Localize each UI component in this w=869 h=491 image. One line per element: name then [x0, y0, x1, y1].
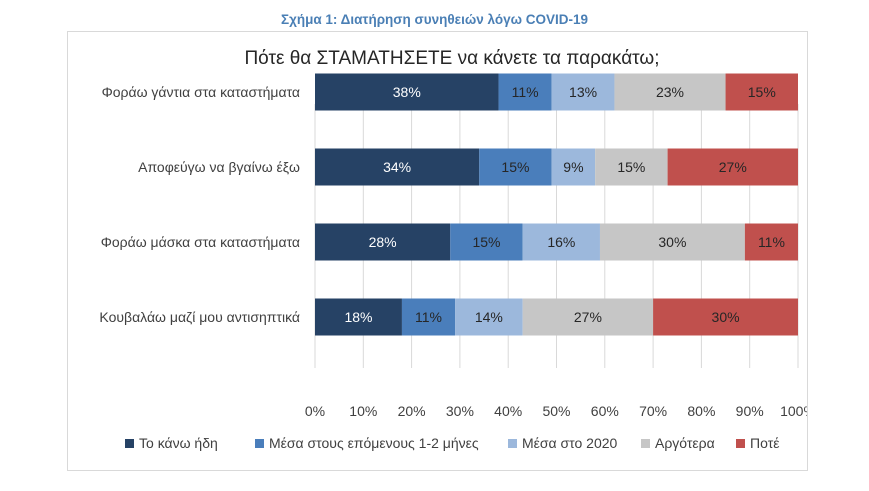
data-label: 15%: [748, 84, 776, 100]
x-tick-label: 20%: [398, 403, 426, 419]
chart-frame: Πότε θα ΣΤΑΜΑΤΗΣΕΤΕ να κάνετε τα παρακάτ…: [67, 31, 808, 471]
data-label: 23%: [656, 84, 684, 100]
x-tick-label: 50%: [542, 403, 570, 419]
bar-segment: [614, 73, 726, 111]
x-tick-label: 60%: [591, 403, 619, 419]
x-tick-label: 100%: [780, 403, 807, 419]
data-label: 27%: [574, 309, 602, 325]
bar-segment: [551, 148, 596, 186]
x-tick-label: 40%: [494, 403, 522, 419]
data-label: 15%: [617, 159, 645, 175]
legend-label: Ποτέ: [750, 435, 779, 451]
data-label: 15%: [472, 234, 500, 250]
bar-segment: [744, 223, 798, 261]
data-label: 16%: [547, 234, 575, 250]
x-tick-label: 90%: [736, 403, 764, 419]
legend-swatch: [736, 439, 745, 448]
x-tick-label: 30%: [446, 403, 474, 419]
bar-segment: [667, 148, 798, 186]
bar-segment: [498, 73, 552, 111]
x-tick-label: 80%: [687, 403, 715, 419]
data-label: 11%: [758, 234, 785, 250]
x-tick-label: 10%: [349, 403, 377, 419]
legend: Το κάνω ήδη Μέσα στους επόμενους 1-2 μήνε…: [125, 435, 779, 451]
bar-segment: [551, 73, 615, 111]
bar-segment: [315, 223, 451, 261]
bar-segment: [599, 223, 745, 261]
data-label: 9%: [563, 159, 583, 175]
bar-segment: [479, 148, 552, 186]
x-axis-ticks: 0% 10% 20% 30% 40% 50% 60% 70% 80% 90% 100%: [305, 403, 807, 419]
bars: [315, 73, 798, 336]
data-label: 18%: [344, 309, 372, 325]
legend-label: Μέσα στο 2020: [522, 435, 618, 451]
data-label: 11%: [512, 84, 539, 100]
data-label: 14%: [475, 309, 503, 325]
data-label: 34%: [383, 159, 411, 175]
legend-label: Μέσα στους επόμενους 1-2 μήνες: [269, 435, 479, 451]
data-labels: 38% 11% 13% 23% 15% 34% 15% 9% 15% 27% 28% 15% 16% 30…: [344, 84, 784, 325]
legend-swatch: [508, 439, 517, 448]
data-label: 30%: [712, 309, 740, 325]
bar-segment: [595, 148, 668, 186]
x-tick-label: 0%: [305, 403, 325, 419]
category-label: Φοράω μάσκα στα καταστήματα: [101, 234, 300, 250]
data-label: 27%: [719, 159, 747, 175]
bar-segment: [315, 298, 402, 336]
category-label: Κουβαλάω μαζί μου αντισηπτικά: [99, 309, 300, 325]
legend-label: Το κάνω ήδη: [139, 435, 218, 451]
data-label: 15%: [501, 159, 529, 175]
bar-segment: [522, 223, 600, 261]
category-label: Φοράω γάντια στα καταστήματα: [102, 84, 300, 100]
data-label: 30%: [658, 234, 686, 250]
category-labels: Φοράω γάντια στα καταστήματα Αποφεύγω να …: [99, 84, 300, 325]
legend-swatch: [255, 439, 264, 448]
bar-segment: [450, 223, 523, 261]
bar-segment: [315, 73, 499, 111]
data-label: 38%: [393, 84, 421, 100]
data-label: 28%: [369, 234, 397, 250]
chart-title: Πότε θα ΣΤΑΜΑΤΗΣΕΤΕ να κάνετε τα παρακάτ…: [244, 48, 659, 69]
x-tick-label: 70%: [639, 403, 667, 419]
figure-caption: Σχήμα 1: Διατήρηση συνηθειών λόγω COVID-…: [280, 12, 589, 27]
bar-segment: [455, 298, 523, 336]
bar-segment: [401, 298, 456, 336]
category-label: Αποφεύγω να βγαίνω έξω: [138, 159, 300, 175]
bar-segment: [725, 73, 798, 111]
stacked-bar-chart: Πότε θα ΣΤΑΜΑΤΗΣΕΤΕ να κάνετε τα παρακάτ…: [99, 48, 807, 451]
legend-swatch: [641, 439, 650, 448]
legend-swatch: [125, 439, 134, 448]
data-label: 13%: [569, 84, 597, 100]
bar-segment: [522, 298, 654, 336]
bar-segment: [653, 298, 798, 336]
bar-segment: [315, 148, 480, 186]
data-label: 11%: [415, 309, 442, 325]
legend-label: Αργότερα: [655, 435, 715, 451]
